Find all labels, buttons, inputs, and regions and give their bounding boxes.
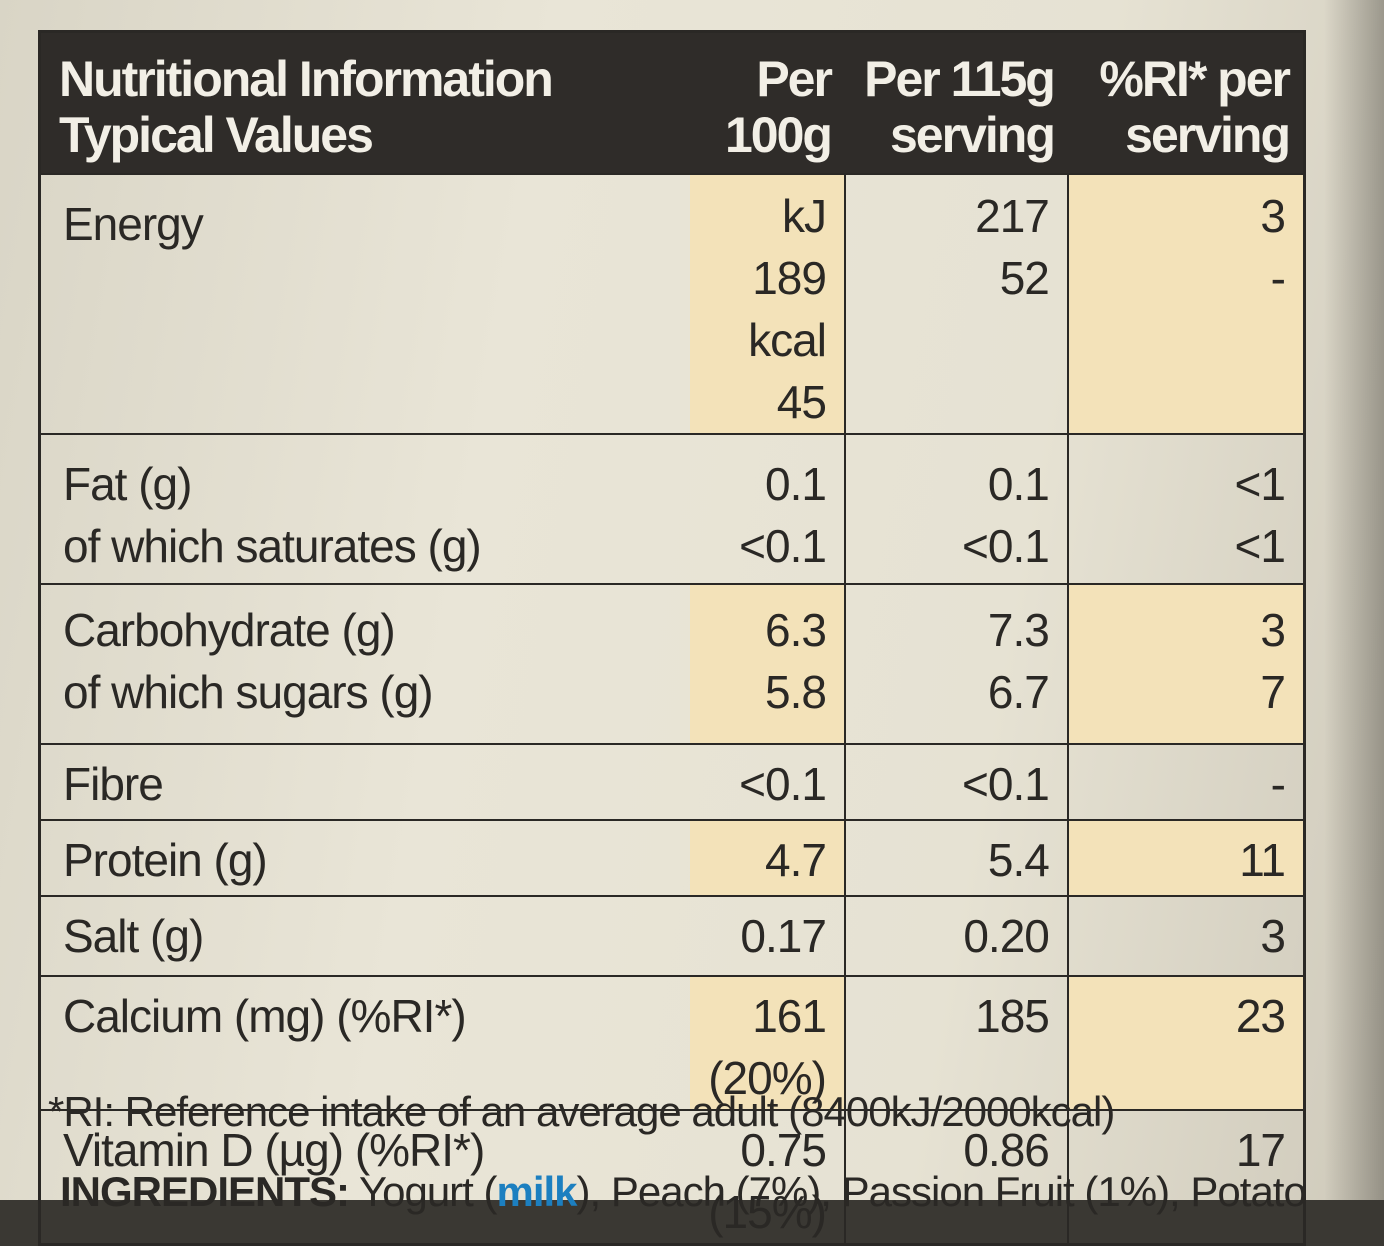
header-ri-line2: serving	[1125, 107, 1291, 163]
carbohydrate-serving-value: 7.3	[987, 604, 1050, 656]
carbohydrate-ri-value: 3	[1260, 604, 1286, 656]
header-per-serving-line2: serving	[890, 107, 1056, 163]
fat-per100: 0.1 <0.1	[690, 433, 845, 584]
energy-per100-kj: kJ 189	[752, 190, 827, 304]
fat-ri-value: <1	[1234, 458, 1286, 510]
energy-ri-kj: 3	[1260, 190, 1286, 242]
energy-per100: kJ 189 kcal 45	[690, 173, 845, 434]
calcium-ri: 23	[1067, 975, 1305, 1110]
fat-label-text: Fat (g)	[63, 458, 192, 510]
saturates-ri-value: <1	[1234, 520, 1286, 572]
header-per-100g-line2: 100g	[724, 107, 833, 163]
calcium-per100: 161 (20%)	[690, 975, 845, 1110]
energy-serving-kj: 217	[975, 190, 1050, 242]
row-calcium: Calcium (mg) (%RI*) 161 (20%) 185 23	[39, 975, 1305, 1110]
sugars-ri-value: 7	[1260, 666, 1286, 718]
sugars-serving-value: 6.7	[987, 666, 1050, 718]
header-title-line2: Typical Values	[59, 107, 374, 163]
ingredients-line: INGREDIENTS: Yogurt (milk), Peach (7%), …	[60, 1168, 1307, 1216]
energy-ri-kcal: -	[1270, 252, 1286, 304]
ingredients-heading: INGREDIENTS:	[60, 1168, 350, 1215]
energy-label: Energy	[39, 173, 691, 434]
energy-ri: 3 -	[1067, 173, 1305, 434]
saturates-serving-value: <0.1	[962, 520, 1050, 572]
header-per-100g: Per 100g	[690, 31, 845, 174]
carbohydrate-ri: 3 7	[1067, 583, 1305, 744]
sugars-per100-value: 5.8	[764, 666, 827, 718]
salt-ri: 3	[1067, 895, 1305, 976]
carbohydrate-serving: 7.3 6.7	[843, 583, 1069, 744]
protein-label: Protein (g)	[39, 819, 691, 896]
fat-ri: <1 <1	[1067, 433, 1305, 584]
sugars-label-text: of which sugars (g)	[63, 666, 434, 718]
ri-footnote: *RI: Reference intake of an average adul…	[48, 1088, 1115, 1135]
energy-label-text: Energy	[63, 198, 204, 250]
allergen-milk: milk	[496, 1168, 577, 1215]
header-title: Nutritional Information Typical Values	[39, 31, 691, 174]
fat-serving-value: 0.1	[987, 458, 1050, 510]
card-edge-shadow	[1324, 0, 1384, 1200]
protein-per100: 4.7	[690, 819, 845, 896]
header-ri: %RI* per serving	[1067, 31, 1305, 174]
header-per-100g-line1: Per	[756, 51, 833, 107]
fibre-ri: -	[1067, 743, 1305, 820]
energy-per100-kcal: kcal 45	[748, 314, 827, 428]
row-fat: Fat (g) of which saturates (g) 0.1 <0.1 …	[39, 433, 1305, 584]
row-salt: Salt (g) 0.17 0.20 3	[39, 895, 1305, 976]
salt-serving: 0.20	[843, 895, 1069, 976]
saturates-label-text: of which saturates (g)	[63, 520, 482, 572]
header-per-serving-line1: Per 115g	[864, 51, 1056, 107]
fibre-per100: <0.1	[690, 743, 845, 820]
carbohydrate-label: Carbohydrate (g) of which sugars (g)	[39, 583, 691, 744]
calcium-label: Calcium (mg) (%RI*)	[39, 975, 691, 1110]
fat-label: Fat (g) of which saturates (g)	[39, 433, 691, 584]
header-per-serving: Per 115g serving	[844, 31, 1068, 174]
energy-serving: 217 52	[843, 173, 1069, 434]
saturates-per100-value: <0.1	[739, 520, 827, 572]
row-energy: Energy kJ 189 kcal 45 217 52 3 -	[39, 173, 1305, 434]
protein-ri: 11	[1067, 819, 1305, 896]
row-carbohydrate: Carbohydrate (g) of which sugars (g) 6.3…	[39, 583, 1305, 744]
fat-per100-value: 0.1	[764, 458, 827, 510]
salt-label: Salt (g)	[39, 895, 691, 976]
header-ri-line1: %RI* per	[1099, 51, 1291, 107]
carbohydrate-label-text: Carbohydrate (g)	[63, 604, 396, 656]
row-protein: Protein (g) 4.7 5.4 11	[39, 819, 1305, 896]
calcium-serving: 185	[843, 975, 1069, 1110]
table-header-row: Nutritional Information Typical Values P…	[39, 31, 1305, 174]
fibre-label: Fibre	[39, 743, 691, 820]
header-title-line1: Nutritional Information	[59, 51, 554, 107]
row-fibre: Fibre <0.1 <0.1 -	[39, 743, 1305, 820]
energy-serving-kcal: 52	[999, 252, 1050, 304]
carbohydrate-per100: 6.3 5.8	[690, 583, 845, 744]
ingredients-rest: ), Peach (7%), Passion Fruit (1%), Potat…	[576, 1168, 1307, 1215]
carbohydrate-per100-value: 6.3	[764, 604, 827, 656]
nutrition-table: Nutritional Information Typical Values P…	[38, 30, 1306, 1246]
ingredients-first: Yogurt (	[358, 1168, 498, 1215]
fat-serving: 0.1 <0.1	[843, 433, 1069, 584]
protein-serving: 5.4	[843, 819, 1069, 896]
salt-per100: 0.17	[690, 895, 845, 976]
fibre-serving: <0.1	[843, 743, 1069, 820]
